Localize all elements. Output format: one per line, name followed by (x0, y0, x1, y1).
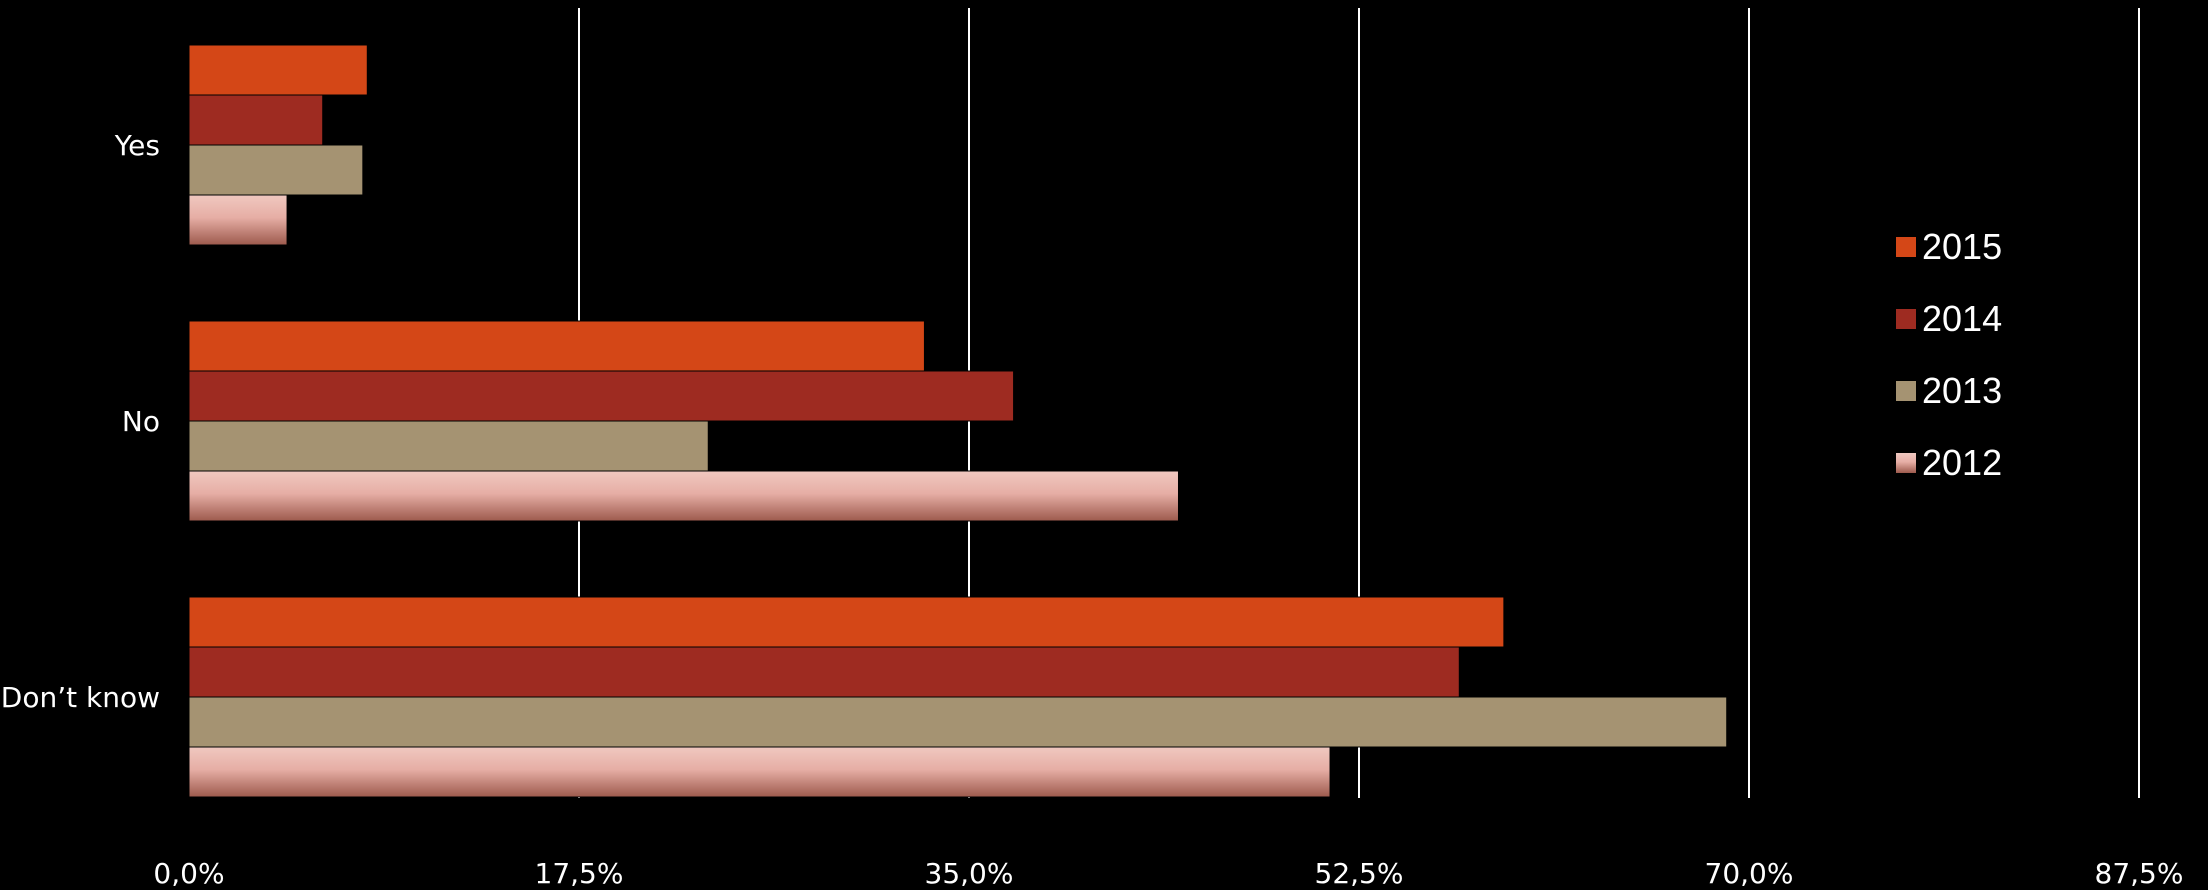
legend-label-2014: 2014 (1922, 298, 2002, 339)
category-label: Don’t know (1, 681, 160, 714)
x-tick-label: 52,5% (1315, 857, 1404, 890)
bar-2015-1 (188, 320, 925, 372)
legend-swatch-2013 (1896, 381, 1916, 401)
x-axis-tick-labels: 0,0% 17,5% 35,0% 52,5% 70,0% 87,5% (153, 857, 2183, 890)
bar-2014-2 (188, 646, 1460, 698)
category-label: Yes (114, 129, 160, 162)
bar-2013-0 (188, 144, 364, 196)
legend-label-2013: 2013 (1922, 370, 2002, 411)
bar-2014-0 (188, 94, 324, 146)
category-label: No (122, 405, 160, 438)
bar-2015-0 (188, 44, 368, 96)
x-tick-label: 87,5% (2095, 857, 2184, 890)
legend-swatch-2015 (1896, 237, 1916, 257)
bar-2012-1 (188, 470, 1179, 522)
category-labels: Yes No Don’t know (1, 129, 160, 714)
x-tick-label: 0,0% (153, 857, 224, 890)
bar-2012-0 (188, 194, 288, 246)
legend-swatch-2012 (1896, 453, 1916, 473)
x-tick-label: 17,5% (535, 857, 624, 890)
x-tick-label: 70,0% (1705, 857, 1794, 890)
legend-label-2012: 2012 (1922, 442, 2002, 483)
bar-2013-1 (188, 420, 709, 472)
legend: 2015 2014 2013 2012 (1896, 226, 2002, 483)
bar-2012-2 (188, 746, 1331, 798)
bar-2014-1 (188, 370, 1015, 422)
legend-label-2015: 2015 (1922, 226, 2002, 267)
bar-2015-2 (188, 596, 1505, 648)
legend-swatch-2014 (1896, 309, 1916, 329)
bar-2013-2 (188, 696, 1728, 748)
x-tick-label: 35,0% (925, 857, 1014, 890)
bars (188, 44, 1728, 798)
